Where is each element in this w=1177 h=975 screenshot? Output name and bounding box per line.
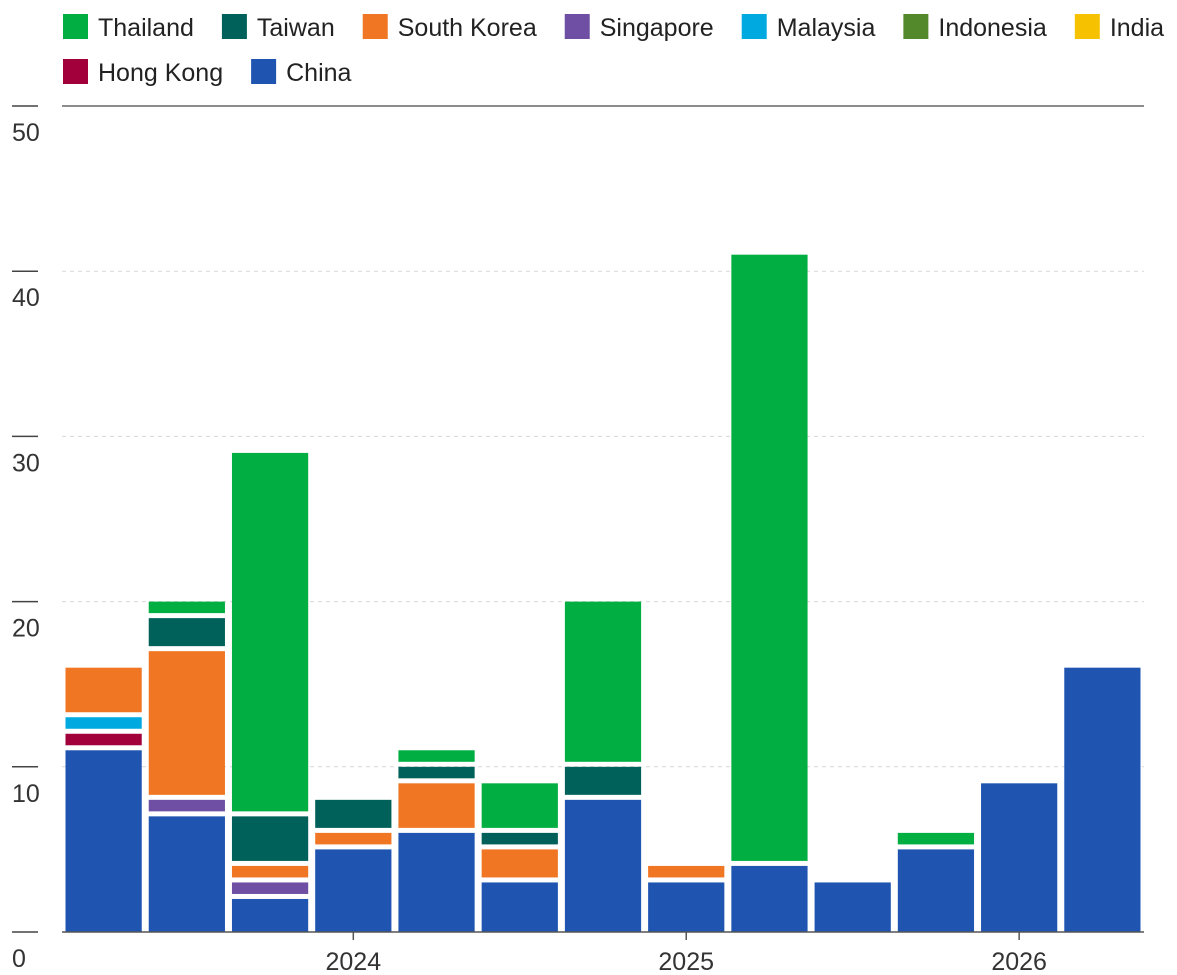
- bar-segment-south-korea-1: [65, 667, 142, 713]
- bar-segment-china-5: [398, 832, 475, 932]
- legend-swatch-thailand: [63, 14, 88, 39]
- bar-segment-south-korea-8: [648, 865, 725, 878]
- bar-segment-china-10: [814, 882, 891, 932]
- gridlines: [62, 105, 1144, 768]
- x-axis: 2024 2025 2026: [62, 931, 1144, 975]
- bar-segment-thailand-2: [148, 601, 225, 614]
- legend-label-thailand: Thailand: [98, 14, 194, 42]
- bar-column-9: [731, 254, 808, 932]
- legend-swatch-indonesia: [903, 14, 929, 39]
- bar-segment-thailand-9: [731, 254, 808, 861]
- legend: Thailand Taiwan South Korea Singapore Malays…: [63, 14, 1164, 87]
- y-tick-label-40: 40: [12, 284, 40, 312]
- legend-swatch-india: [1074, 14, 1100, 39]
- x-tick-label-2024: 2024: [325, 948, 381, 975]
- bar-column-5: [398, 750, 475, 932]
- bar-column-11: [897, 832, 975, 932]
- bar-segment-china-1: [65, 750, 142, 932]
- bar-segment-china-3: [231, 898, 309, 932]
- bar-column-7: [564, 601, 642, 932]
- bar-segment-south-korea-3: [231, 865, 309, 878]
- bar-segment-china-6: [481, 882, 558, 932]
- bar-segment-china-2: [148, 816, 225, 932]
- bar-segment-thailand-7: [564, 601, 642, 762]
- bar-segment-taiwan-7: [564, 766, 642, 795]
- bars: [65, 254, 1141, 932]
- bar-segment-china-4: [315, 849, 392, 932]
- bar-column-2: [148, 601, 225, 932]
- legend-label-india: India: [1110, 14, 1164, 42]
- bar-segment-hong-kong-1: [65, 733, 142, 746]
- legend-label-indonesia: Indonesia: [938, 14, 1047, 42]
- bar-column-4: [315, 799, 392, 932]
- bar-segment-south-korea-5: [398, 783, 475, 828]
- bar-segment-taiwan-5: [398, 766, 475, 779]
- bar-segment-malaysia-1: [65, 717, 142, 729]
- bar-segment-singapore-3: [231, 882, 309, 894]
- bar-column-12: [981, 783, 1058, 932]
- bar-segment-south-korea-2: [148, 651, 225, 795]
- y-tick-label-30: 30: [12, 449, 40, 477]
- bar-segment-taiwan-6: [481, 832, 558, 845]
- bar-segment-taiwan-2: [148, 618, 225, 647]
- legend-swatch-china: [251, 59, 277, 84]
- bar-segment-south-korea-6: [481, 849, 558, 878]
- bar-column-10: [814, 882, 891, 932]
- legend-label-malaysia: Malaysia: [777, 14, 876, 42]
- y-tick-label-0: 0: [12, 945, 26, 973]
- bar-segment-china-7: [564, 799, 642, 932]
- legend-label-taiwan: Taiwan: [257, 14, 335, 42]
- legend-label-hong-kong: Hong Kong: [98, 59, 223, 87]
- bar-column-3: [231, 452, 309, 932]
- bar-segment-thailand-3: [231, 452, 309, 812]
- bar-column-6: [481, 783, 558, 932]
- legend-swatch-singapore: [564, 14, 590, 39]
- bar-segment-china-9: [731, 865, 808, 932]
- bar-segment-thailand-11: [897, 832, 975, 845]
- bar-segment-singapore-2: [148, 799, 225, 812]
- bar-segment-china-12: [981, 783, 1058, 932]
- y-axis: 0 10 20 30 40 50: [12, 105, 40, 973]
- bar-column-13: [1064, 667, 1141, 932]
- bar-column-1: [65, 667, 142, 932]
- y-tick-label-20: 20: [12, 615, 40, 643]
- bar-segment-taiwan-4: [315, 799, 392, 828]
- legend-swatch-south-korea: [362, 14, 388, 39]
- bar-segment-thailand-5: [398, 750, 475, 762]
- legend-label-china: China: [286, 59, 351, 87]
- bar-segment-china-11: [897, 849, 975, 932]
- legend-label-singapore: Singapore: [600, 14, 714, 42]
- bar-column-8: [648, 865, 725, 932]
- x-tick-label-2025: 2025: [658, 948, 714, 975]
- x-tick-label-2026: 2026: [991, 948, 1047, 975]
- bar-segment-china-8: [648, 882, 725, 932]
- bar-segment-taiwan-3: [231, 816, 309, 861]
- bar-segment-south-korea-4: [315, 832, 392, 845]
- y-tick-label-50: 50: [12, 119, 40, 147]
- bar-segment-china-13: [1064, 667, 1141, 932]
- legend-label-south-korea: South Korea: [398, 14, 537, 42]
- legend-swatch-taiwan: [221, 14, 247, 39]
- legend-swatch-hong-kong: [63, 59, 88, 84]
- y-tick-label-10: 10: [12, 780, 40, 808]
- legend-swatch-malaysia: [741, 14, 767, 39]
- bar-segment-thailand-6: [481, 783, 558, 828]
